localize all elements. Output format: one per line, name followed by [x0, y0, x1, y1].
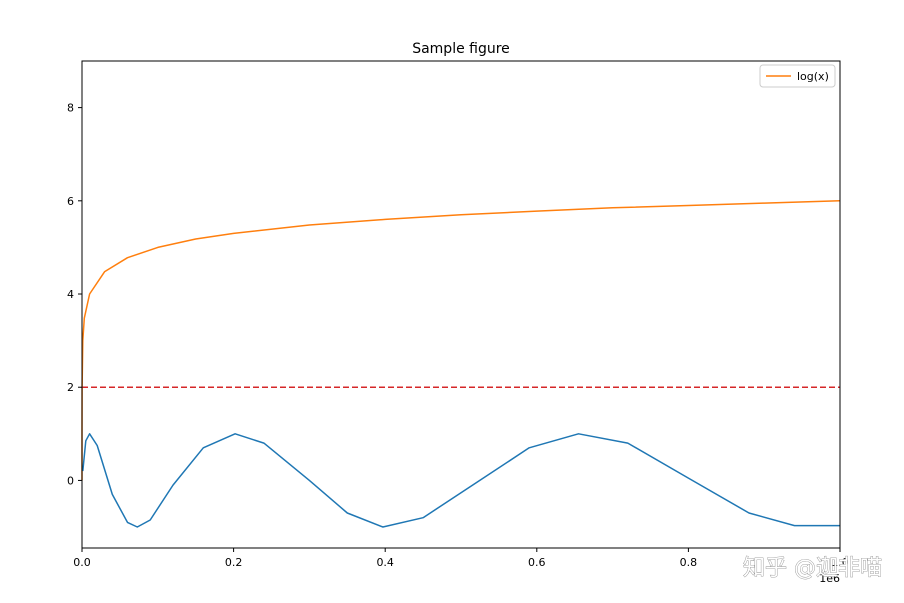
series-layer: [81, 200, 841, 528]
x-tick-label-2: 0.4: [376, 556, 394, 569]
x-axis-offset-label: 1e6: [819, 572, 840, 585]
x-tick-label-4: 0.8: [680, 556, 698, 569]
series-line-1: [82, 433, 840, 528]
y-tick-label-1: 2: [67, 381, 74, 394]
x-tick-label-0: 0.0: [73, 556, 91, 569]
x-tick-label-1: 0.2: [225, 556, 243, 569]
axes-frame: [81, 60, 841, 549]
plot-area: [81, 60, 841, 549]
x-tick-label-3: 0.6: [528, 556, 546, 569]
legend-label-log: log(x): [797, 70, 829, 83]
y-tick-label-0: 0: [67, 474, 74, 487]
x-tick-label-5: 1.0: [831, 556, 849, 569]
chart-title: Sample figure: [412, 41, 510, 57]
legend-box: [759, 64, 836, 88]
watermark: 知乎 @迦非喵: [743, 556, 882, 581]
y-tick-label-3: 6: [67, 195, 74, 208]
legend: log(x): [759, 64, 836, 88]
x-axis: 0.0 0.2 0.4 0.6 0.8 1.0: [73, 548, 849, 569]
y-tick-label-2: 4: [67, 288, 74, 301]
series-line-0: [81, 200, 841, 481]
y-axis: 0 2 4 6 8: [67, 102, 82, 487]
y-tick-label-4: 8: [67, 102, 74, 115]
